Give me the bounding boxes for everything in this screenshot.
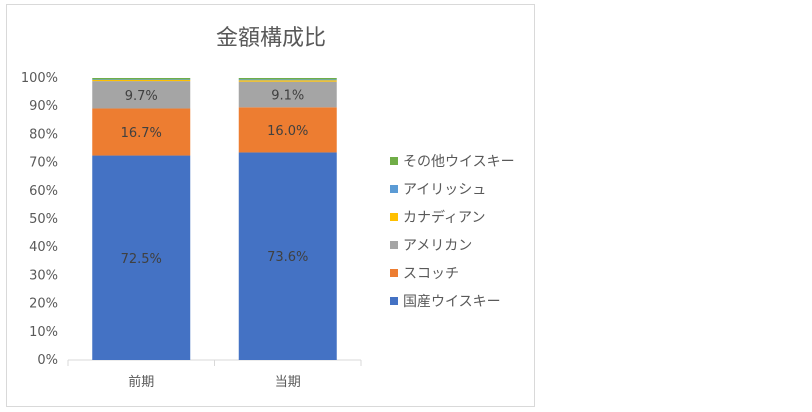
legend-swatch: [390, 157, 398, 165]
bar-segment: [92, 79, 191, 80]
bar-segment: [238, 79, 337, 81]
bar-segment: [92, 79, 191, 82]
data-label: 16.7%: [121, 126, 162, 141]
bar-segment: [238, 81, 337, 108]
bar-segment: [238, 152, 337, 360]
y-tick-label: 90%: [29, 99, 58, 114]
legend-label: スコッチ: [403, 266, 459, 282]
legend-label: カナディアン: [403, 209, 485, 226]
data-label: 72.5%: [121, 252, 162, 267]
y-tick-label: 10%: [29, 325, 58, 340]
chart-area: 金額構成比 0% 10% 20% 30% 40% 50% 60% 70% 80% 90% 100% …: [6, 4, 535, 407]
bar-segment: [92, 155, 191, 360]
bar-segment: [238, 107, 337, 153]
legend-swatch: [390, 213, 398, 221]
bar-segment: [92, 108, 191, 156]
legend-label: アメリカン: [403, 238, 472, 254]
bar-segment: [92, 78, 191, 80]
x-category-label: 当期: [275, 375, 301, 390]
legend-swatch: [390, 241, 398, 249]
x-category-label: 前期: [128, 374, 154, 390]
y-tick-label: 70%: [29, 156, 58, 171]
legend-label: その他ウイスキー: [403, 154, 515, 170]
chart-title: 金額構成比: [216, 26, 326, 51]
legend-label: アイリッシュ: [403, 182, 486, 198]
x-axis: 前期 当期: [67, 359, 362, 390]
bar-segment: [92, 81, 191, 109]
chart-svg: 金額構成比 0%10%20%30%40%50%60%70%80%90%100% …: [21, 26, 515, 390]
y-tick-label: 20%: [29, 297, 58, 312]
bars: 72.5% 16.7% 9.7% 73.6% 16.0% 9.1%: [92, 78, 337, 360]
y-tick-label: 40%: [29, 240, 58, 255]
legend-swatch: [390, 269, 398, 277]
legend-swatch: [390, 185, 398, 193]
legend-swatch: [390, 297, 398, 305]
y-tick-label: 50%: [29, 212, 58, 227]
data-label: 9.7%: [125, 89, 158, 104]
legend-label: 国産ウイスキー: [403, 294, 501, 310]
bar-segment: [238, 78, 337, 80]
y-tick-label: 0%: [37, 353, 58, 368]
y-tick-label: 100%: [21, 71, 58, 86]
y-tick-label: 30%: [29, 268, 58, 283]
data-label: 9.1%: [271, 88, 304, 103]
data-label: 16.0%: [267, 124, 308, 139]
bar-segment: [238, 80, 337, 82]
y-axis: 0% 10% 20% 30% 40% 50% 60% 70% 80% 90% 100%: [21, 71, 58, 368]
y-tick-label: 80%: [29, 127, 58, 142]
data-label: 73.6%: [267, 250, 308, 265]
y-tick-label: 60%: [29, 184, 58, 199]
